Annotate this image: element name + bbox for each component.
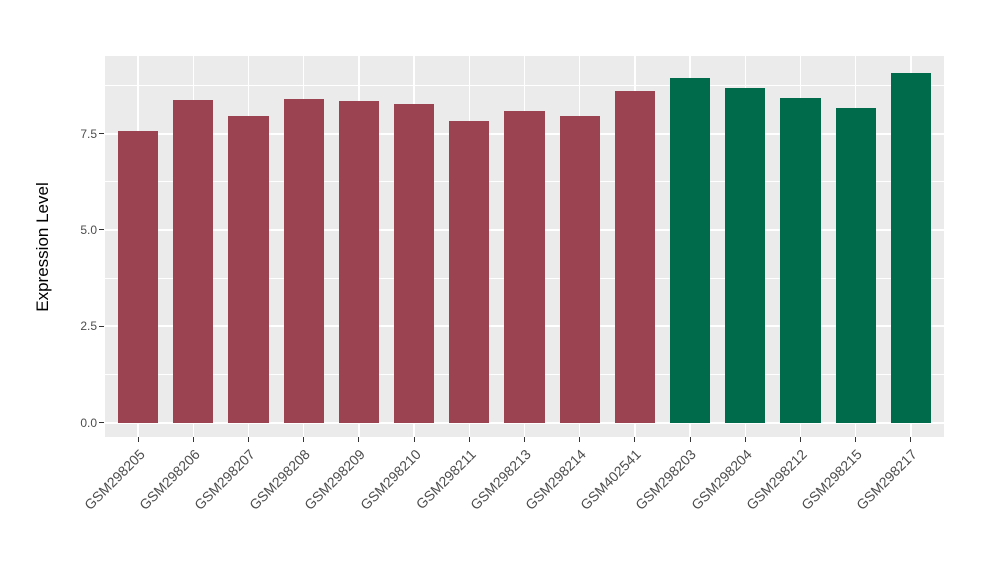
bar-GSM298215 <box>835 108 876 423</box>
x-tick-mark <box>192 437 194 442</box>
bar-GSM298211 <box>449 120 490 423</box>
x-tick-mark <box>799 437 801 442</box>
x-tick-mark <box>524 437 525 442</box>
plot-panel <box>105 56 944 437</box>
x-tick-mark <box>303 437 305 442</box>
bar-GSM298208 <box>283 99 324 423</box>
x-tick-mark <box>358 437 360 442</box>
bar-GSM298209 <box>338 101 380 423</box>
y-tick-mark <box>99 325 104 327</box>
bar-GSM298207 <box>228 116 269 423</box>
x-tick-mark <box>689 437 691 442</box>
bar-GSM298204 <box>725 88 766 423</box>
y-tick-mark <box>99 422 104 424</box>
bar-GSM298206 <box>173 99 214 423</box>
bar-GSM298213 <box>504 110 545 423</box>
x-tick-mark <box>855 437 857 442</box>
bar-GSM402541 <box>614 91 656 423</box>
x-tick-mark <box>910 437 912 442</box>
x-tick-mark <box>413 437 415 442</box>
x-tick-mark <box>579 437 581 442</box>
y-tick-label: 0.0 <box>80 415 97 430</box>
y-tick-label: 2.5 <box>80 319 97 334</box>
bar-GSM298203 <box>669 77 711 423</box>
y-tick-label: 5.0 <box>80 222 97 237</box>
bar-GSM298205 <box>117 130 159 423</box>
x-tick-mark <box>744 437 746 442</box>
x-tick-mark <box>634 437 636 442</box>
x-tick-mark <box>248 437 249 442</box>
y-tick-mark <box>99 133 104 134</box>
y-tick-mark <box>99 229 104 231</box>
bar-GSM298217 <box>890 73 932 423</box>
y-tick-label: 7.5 <box>80 126 97 141</box>
bar-GSM298214 <box>559 116 600 423</box>
x-tick-mark <box>468 437 470 442</box>
x-tick-mark <box>137 437 139 442</box>
bar-GSM298212 <box>780 98 821 423</box>
y-axis-title: Expression Level <box>33 181 52 312</box>
bar-GSM298210 <box>393 103 435 423</box>
